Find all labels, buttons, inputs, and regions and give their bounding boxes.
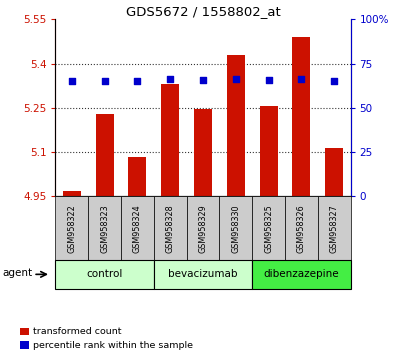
- Bar: [95, 114, 113, 196]
- Point: [101, 78, 108, 83]
- Bar: [121, 196, 153, 260]
- Legend: transformed count, percentile rank within the sample: transformed count, percentile rank withi…: [16, 324, 197, 354]
- Text: bevacizumab: bevacizumab: [168, 269, 237, 279]
- Bar: [317, 196, 350, 260]
- Point: [330, 78, 337, 83]
- Title: GDS5672 / 1558802_at: GDS5672 / 1558802_at: [125, 5, 280, 18]
- Text: GSM958324: GSM958324: [133, 204, 142, 253]
- Text: agent: agent: [3, 268, 33, 278]
- Text: GSM958326: GSM958326: [296, 204, 305, 253]
- Bar: [324, 148, 342, 196]
- Point: [68, 78, 75, 83]
- Bar: [128, 157, 146, 196]
- Point: [134, 79, 140, 84]
- Bar: [226, 55, 244, 196]
- Text: GSM958325: GSM958325: [263, 204, 272, 253]
- Bar: [284, 196, 317, 260]
- Text: dibenzazepine: dibenzazepine: [263, 269, 338, 279]
- Point: [166, 76, 173, 81]
- Bar: [153, 196, 186, 260]
- Text: GSM958329: GSM958329: [198, 204, 207, 253]
- Bar: [153, 260, 252, 289]
- Point: [265, 77, 271, 83]
- Bar: [292, 37, 310, 196]
- Bar: [259, 107, 277, 196]
- Bar: [88, 196, 121, 260]
- Text: GSM958330: GSM958330: [231, 204, 240, 253]
- Text: GSM958328: GSM958328: [165, 204, 174, 253]
- Point: [297, 76, 304, 81]
- Text: GSM958327: GSM958327: [329, 204, 338, 253]
- Text: control: control: [86, 269, 122, 279]
- Text: GSM958323: GSM958323: [100, 204, 109, 253]
- Bar: [252, 196, 284, 260]
- Bar: [186, 196, 219, 260]
- Text: GSM958322: GSM958322: [67, 204, 76, 253]
- Bar: [193, 109, 211, 196]
- Bar: [55, 260, 153, 289]
- Bar: [161, 84, 179, 196]
- Bar: [55, 196, 88, 260]
- Bar: [63, 190, 81, 196]
- Bar: [252, 260, 350, 289]
- Bar: [219, 196, 252, 260]
- Point: [232, 76, 238, 81]
- Point: [199, 77, 206, 82]
